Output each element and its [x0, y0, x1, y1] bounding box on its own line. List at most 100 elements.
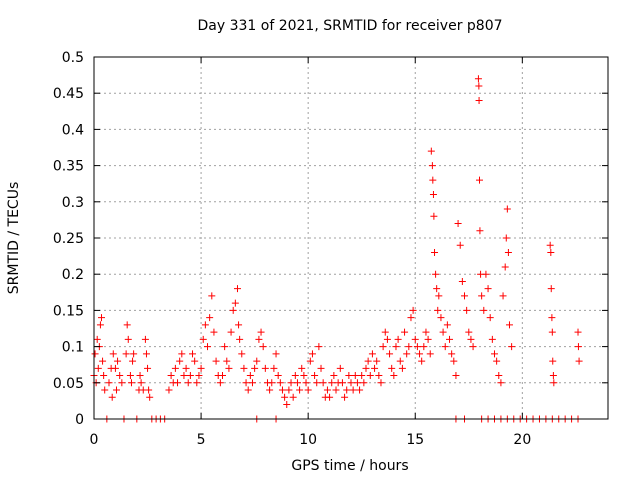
- data-point: [210, 328, 218, 336]
- data-point: [476, 176, 483, 184]
- data-point: [99, 357, 107, 365]
- data-point: [122, 350, 130, 358]
- data-point: [184, 379, 192, 387]
- data-point: [178, 350, 186, 358]
- y-tick-label: 0.2: [62, 267, 84, 283]
- data-point: [248, 379, 256, 387]
- data-point: [366, 372, 374, 380]
- data-point: [261, 364, 269, 372]
- data-point: [379, 343, 387, 351]
- y-tick-label: 0.5: [62, 50, 84, 66]
- data-point: [167, 372, 175, 380]
- data-point: [504, 248, 512, 256]
- y-tick-label: 0: [75, 412, 84, 428]
- data-point: [343, 386, 351, 394]
- data-point: [373, 357, 381, 365]
- data-point: [501, 263, 509, 271]
- data-point: [434, 306, 442, 314]
- data-point: [236, 335, 244, 343]
- data-point: [244, 386, 252, 394]
- chart-title: Day 331 of 2021, SRMTID for receiver p80…: [197, 18, 502, 34]
- data-point: [405, 343, 413, 351]
- data-point: [242, 379, 250, 387]
- y-tick-label: 0.4: [62, 122, 84, 138]
- data-point: [396, 357, 404, 365]
- data-point: [332, 386, 340, 394]
- data-point: [392, 343, 400, 351]
- data-point: [129, 357, 137, 365]
- data-point: [246, 372, 254, 380]
- data-point: [225, 364, 233, 372]
- data-point: [435, 292, 443, 300]
- data-point: [463, 306, 471, 314]
- data-point: [300, 372, 308, 380]
- y-axis: 0 0.05 0.1 0.15 0.2 0.25 0.3 0.35 0.4 0.45 0.5: [53, 50, 608, 428]
- y-tick-label: 0.15: [53, 303, 84, 319]
- data-point: [311, 372, 319, 380]
- data-point: [145, 386, 153, 394]
- grid: [94, 57, 608, 419]
- data-point: [433, 285, 441, 293]
- data-point: [93, 335, 101, 343]
- data-point: [240, 364, 248, 372]
- data-point: [197, 364, 205, 372]
- data-point: [574, 328, 582, 336]
- data-point: [403, 350, 411, 358]
- data-point: [390, 372, 398, 380]
- data-point: [142, 350, 150, 358]
- data-point: [212, 357, 220, 365]
- data-point: [493, 357, 501, 365]
- data-point: [469, 343, 477, 351]
- data-point: [180, 372, 188, 380]
- data-point: [127, 379, 135, 387]
- data-point: [326, 393, 334, 401]
- data-point: [482, 270, 490, 278]
- data-point: [475, 96, 483, 104]
- data-point: [476, 227, 484, 235]
- data-point: [238, 350, 246, 358]
- data-point: [97, 314, 105, 322]
- data-point: [111, 364, 119, 372]
- data-point: [401, 328, 409, 336]
- data-point: [235, 321, 243, 329]
- data-point: [141, 335, 149, 343]
- data-point: [293, 379, 301, 387]
- data-point: [497, 379, 505, 387]
- data-point: [195, 372, 203, 380]
- data-point: [296, 386, 304, 394]
- data-point: [289, 393, 297, 401]
- data-point: [268, 379, 276, 387]
- data-point: [454, 220, 462, 228]
- data-point: [304, 386, 312, 394]
- x-tick-label: 10: [299, 432, 317, 448]
- data-point: [430, 212, 438, 220]
- data-point: [371, 364, 379, 372]
- data-point: [474, 75, 482, 83]
- x-axis: 0 5 10 15 20: [90, 57, 531, 448]
- data-point: [377, 379, 385, 387]
- data-point: [432, 270, 440, 278]
- data-point: [336, 364, 344, 372]
- data-point: [465, 328, 473, 336]
- data-point: [429, 191, 437, 199]
- data-point: [328, 379, 336, 387]
- data-point: [259, 343, 267, 351]
- data-point: [427, 147, 435, 155]
- data-point: [383, 335, 391, 343]
- data-point: [124, 335, 132, 343]
- data-point: [407, 314, 415, 322]
- data-point: [114, 357, 122, 365]
- data-point: [446, 335, 454, 343]
- data-point: [229, 306, 237, 314]
- data-point: [413, 343, 421, 351]
- data-point: [550, 379, 558, 387]
- data-point: [298, 364, 306, 372]
- data-point: [548, 328, 556, 336]
- data-point: [353, 379, 361, 387]
- data-point: [308, 350, 316, 358]
- data-point: [171, 364, 179, 372]
- data-point: [231, 299, 239, 307]
- data-point: [411, 335, 419, 343]
- data-point: [100, 372, 108, 380]
- data-point: [201, 321, 209, 329]
